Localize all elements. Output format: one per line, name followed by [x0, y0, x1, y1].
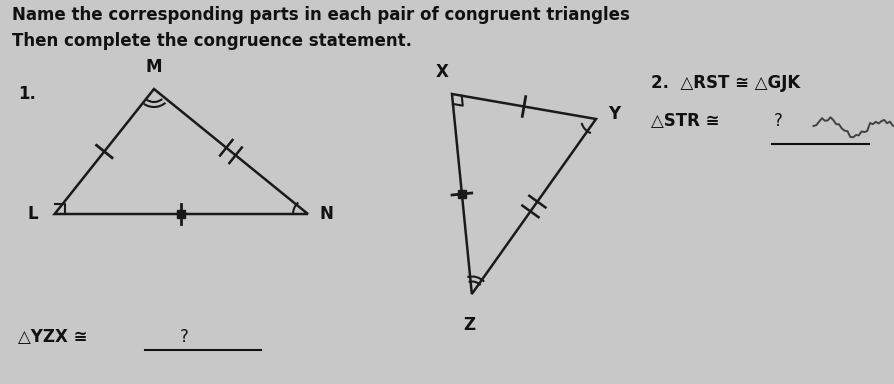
Text: Then complete the congruence statement.: Then complete the congruence statement. — [12, 32, 412, 50]
Text: ?: ? — [774, 112, 782, 130]
Text: Y: Y — [608, 105, 620, 123]
Text: 2.  △RST ≅ △GJK: 2. △RST ≅ △GJK — [651, 74, 800, 92]
Text: X: X — [435, 63, 449, 81]
Text: △STR ≅: △STR ≅ — [651, 112, 725, 130]
Text: Name the corresponding parts in each pair of congruent triangles: Name the corresponding parts in each pai… — [12, 6, 629, 24]
Text: Z: Z — [463, 316, 475, 334]
Text: 1.: 1. — [18, 85, 36, 103]
Text: ?: ? — [180, 328, 189, 346]
Text: L: L — [27, 205, 38, 223]
Text: N: N — [320, 205, 333, 223]
Text: M: M — [146, 58, 162, 76]
Text: △YZX ≅: △YZX ≅ — [18, 328, 93, 346]
